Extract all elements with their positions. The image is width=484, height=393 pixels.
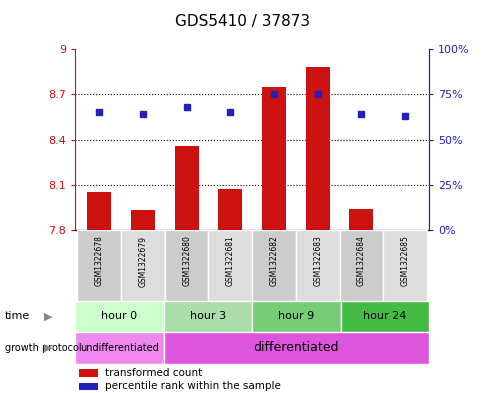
Bar: [305, 67, 329, 230]
Text: hour 9: hour 9: [278, 311, 314, 321]
Text: GSM1322684: GSM1322684: [356, 235, 365, 286]
Bar: [87, 192, 111, 230]
Bar: [208, 230, 252, 301]
Text: GSM1322682: GSM1322682: [269, 235, 278, 286]
Text: hour 24: hour 24: [363, 311, 406, 321]
Text: growth protocol: growth protocol: [5, 343, 81, 353]
Bar: [218, 189, 242, 230]
Bar: [252, 230, 295, 301]
Bar: [131, 210, 154, 230]
Text: GSM1322683: GSM1322683: [313, 235, 321, 286]
Bar: [75, 301, 164, 332]
Text: ▶: ▶: [44, 311, 53, 321]
Bar: [339, 230, 382, 301]
Bar: [174, 145, 198, 230]
Text: time: time: [5, 311, 30, 321]
Bar: [164, 301, 252, 332]
Text: percentile rank within the sample: percentile rank within the sample: [105, 381, 281, 391]
Bar: [261, 87, 286, 230]
Text: GSM1322678: GSM1322678: [94, 235, 104, 286]
Text: differentiated: differentiated: [253, 341, 338, 354]
Bar: [78, 369, 98, 377]
Bar: [78, 383, 98, 390]
Text: GSM1322679: GSM1322679: [138, 235, 147, 286]
Text: GSM1322685: GSM1322685: [400, 235, 409, 286]
Text: hour 3: hour 3: [190, 311, 226, 321]
Bar: [295, 230, 339, 301]
Text: GSM1322680: GSM1322680: [182, 235, 191, 286]
Bar: [77, 230, 121, 301]
Text: transformed count: transformed count: [105, 368, 202, 378]
Bar: [121, 230, 165, 301]
Text: GDS5410 / 37873: GDS5410 / 37873: [175, 14, 309, 29]
Bar: [252, 301, 340, 332]
Text: ▶: ▶: [44, 343, 53, 353]
Bar: [349, 209, 373, 230]
Bar: [164, 332, 428, 364]
Bar: [165, 230, 208, 301]
Bar: [340, 301, 428, 332]
Bar: [75, 332, 164, 364]
Bar: [382, 230, 426, 301]
Text: hour 0: hour 0: [101, 311, 137, 321]
Text: undifferentiated: undifferentiated: [80, 343, 158, 353]
Text: GSM1322681: GSM1322681: [226, 235, 234, 286]
